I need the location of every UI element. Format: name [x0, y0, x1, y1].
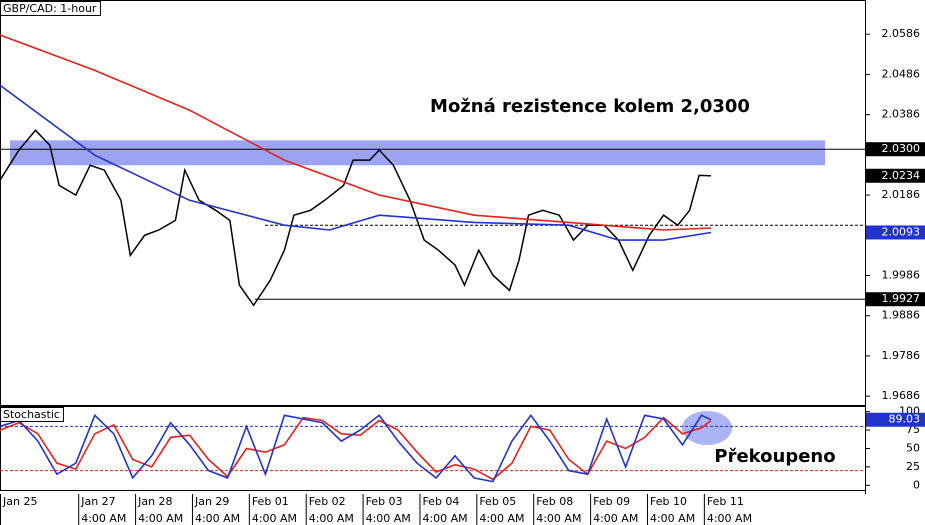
- x-tick-label: Jan 28: [137, 495, 172, 508]
- price-label-box: [866, 292, 925, 307]
- x-time-label: 4:00 AM: [252, 512, 297, 525]
- x-time-label: 4:00 AM: [366, 512, 411, 525]
- title-box: [0, 1, 101, 16]
- x-time-label: 4:00 AM: [309, 512, 354, 525]
- pane-title: Stochastic: [3, 408, 60, 421]
- series-line: [0, 413, 712, 483]
- x-tick-label: Feb 03: [366, 495, 403, 508]
- x-tick-label: Feb 04: [422, 495, 459, 508]
- y-tick-label: 2.0386: [882, 108, 921, 121]
- x-time-label: 4:00 AM: [422, 512, 467, 525]
- y-tick-label: 2.0486: [882, 67, 921, 80]
- x-tick-label: Feb 05: [479, 495, 516, 508]
- annotation: Možná rezistence kolem 2,0300: [430, 96, 750, 117]
- x-time-label: 4:00 AM: [536, 512, 581, 525]
- price-label: 89.03: [889, 413, 921, 426]
- x-tick-label: Feb 11: [707, 495, 744, 508]
- title-box: [0, 407, 64, 422]
- price-label: 2.0300: [882, 142, 921, 155]
- x-time-label: 4:00 AM: [479, 512, 524, 525]
- y-tick-label: 1.9886: [882, 309, 921, 322]
- y-tick-label: 0: [913, 478, 920, 491]
- x-time-label: 4:00 AM: [138, 512, 183, 525]
- x-tick-label: Feb 10: [650, 495, 687, 508]
- x-tick-label: Feb 09: [593, 495, 630, 508]
- annotation: Překoupeno: [714, 446, 835, 467]
- x-tick-label: Jan 27: [80, 495, 115, 508]
- y-tick-label: 50: [906, 441, 920, 454]
- resistance-band: [10, 140, 825, 166]
- pane-title: GBP/CAD: 1-hour: [3, 2, 97, 15]
- x-tick-label: Feb 08: [536, 495, 573, 508]
- x-time-label: 4:00 AM: [593, 512, 638, 525]
- highlight-circle: [682, 411, 732, 445]
- series-line: [0, 416, 712, 481]
- x-time-label: 4:00 AM: [650, 512, 695, 525]
- price-label: 1.9927: [882, 292, 921, 305]
- x-time-label: 4:00 AM: [195, 512, 240, 525]
- y-tick-label: 2.0586: [882, 27, 921, 40]
- y-tick-label: 1.9686: [882, 389, 921, 402]
- x-tick-label: Feb 01: [252, 495, 289, 508]
- x-tick-label: Jan 25: [2, 495, 37, 508]
- price-label: 2.0234: [882, 169, 921, 182]
- price-label-box: [866, 412, 925, 427]
- price-label-box: [866, 142, 925, 157]
- x-time-label: 4:00 AM: [707, 512, 752, 525]
- x-time-label: 4:00 AM: [81, 512, 126, 525]
- y-tick-label: 25: [906, 460, 920, 473]
- price-label-box: [866, 225, 925, 240]
- price-label-box: [866, 168, 925, 183]
- x-tick-label: Feb 02: [309, 495, 346, 508]
- series-line: [0, 84, 712, 241]
- y-tick-label: 2.0186: [882, 188, 921, 201]
- price-label: 2.0093: [882, 225, 921, 238]
- y-tick-label: 1.9786: [882, 349, 921, 362]
- y-tick-label: 1.9986: [882, 268, 921, 281]
- series-line: [0, 34, 712, 231]
- x-tick-label: Jan 29: [194, 495, 229, 508]
